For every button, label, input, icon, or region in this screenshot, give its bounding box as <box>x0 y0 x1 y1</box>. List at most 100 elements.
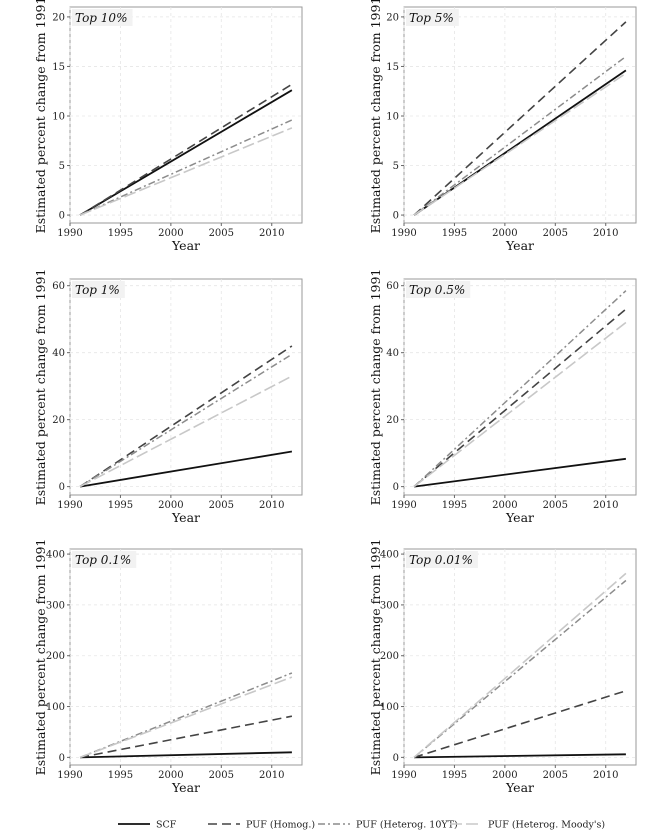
y-tick-label: 15 <box>52 62 65 73</box>
panel-title: Top 1% <box>75 283 120 297</box>
x-tick-label: 2010 <box>593 770 618 781</box>
y-tick-label: 60 <box>386 281 399 292</box>
x-tick-label: 2005 <box>543 228 568 239</box>
y-tick-label: 10 <box>52 111 65 122</box>
series-line-3 <box>413 55 627 216</box>
x-tick-label: 2005 <box>543 770 568 781</box>
y-tick-label: 200 <box>46 651 65 662</box>
x-tick-label: 2000 <box>492 770 517 781</box>
x-tick-label: 1990 <box>391 770 416 781</box>
y-axis-label: Estimated percent change from 1991 <box>33 269 48 506</box>
y-tick-label: 5 <box>59 161 65 172</box>
legend: SCF PUF (Homog.) PUF (Heterog. 10YT) PUF (H… <box>118 820 605 831</box>
x-tick-label: 1995 <box>442 228 467 239</box>
legend-label-1: SCF <box>156 820 177 831</box>
y-axis-label: Estimated percent change from 1991 <box>368 269 383 506</box>
y-tick-label: 10 <box>386 111 399 122</box>
series-line-1 <box>79 450 293 488</box>
x-tick-label: 2000 <box>158 770 183 781</box>
series-line-4 <box>79 127 293 216</box>
y-axis-label: Estimated percent change from 1991 <box>33 0 48 233</box>
chart-panel-3: 1990 1995 2000 2005 2010 0 20 40 60 Top 1% Year Est… <box>33 269 303 525</box>
x-tick-label: 2000 <box>158 228 183 239</box>
plot-frame <box>403 6 637 224</box>
x-tick-label: 1995 <box>108 500 133 511</box>
x-tick-label: 1990 <box>57 500 82 511</box>
y-axis-label: Estimated percent change from 1991 <box>368 539 383 776</box>
series-line-2 <box>413 690 627 759</box>
series-line-3 <box>79 119 293 216</box>
x-tick-label: 2005 <box>209 770 234 781</box>
y-axis-label: Estimated percent change from 1991 <box>368 0 383 233</box>
y-tick-label: 20 <box>52 12 65 23</box>
x-tick-label: 1990 <box>57 770 82 781</box>
x-axis-label: Year <box>171 238 200 253</box>
chart-panel-2: 1990 1995 2000 2005 2010 0 5 10 15 20 Top 5% Year Es… <box>368 0 637 253</box>
x-tick-label: 1995 <box>442 770 467 781</box>
y-tick-label: 0 <box>59 753 65 764</box>
panel-title-box <box>72 9 133 26</box>
y-tick-label: 100 <box>380 702 399 713</box>
y-tick-label: 20 <box>386 415 399 426</box>
x-tick-label: 2000 <box>492 228 517 239</box>
y-tick-label: 20 <box>386 12 399 23</box>
panel-title: Top 5% <box>409 11 454 25</box>
y-tick-label: 100 <box>46 702 65 713</box>
y-tick-label: 400 <box>46 550 65 561</box>
series-line-4 <box>413 572 627 759</box>
legend-label-4: PUF (Heterog. Moody's) <box>488 820 605 831</box>
panel-title: Top 0.01% <box>409 553 473 567</box>
series-line-4 <box>79 375 293 488</box>
x-tick-label: 2010 <box>259 228 284 239</box>
x-axis-label: Year <box>505 238 534 253</box>
panel-title-box <box>72 281 125 298</box>
y-axis-label: Estimated percent change from 1991 <box>33 539 48 776</box>
chart-panel-1: 1990 1995 2000 2005 2010 0 5 10 15 20 Top 10% Year E… <box>33 0 303 253</box>
x-tick-label: 1995 <box>108 770 133 781</box>
plot-frame <box>69 6 303 224</box>
y-tick-label: 5 <box>393 161 399 172</box>
y-tick-label: 60 <box>52 281 65 292</box>
panel-title-box <box>406 9 459 26</box>
panel-title-box <box>406 281 471 298</box>
x-tick-label: 2010 <box>259 770 284 781</box>
y-tick-label: 40 <box>386 348 399 359</box>
y-tick-label: 300 <box>380 600 399 611</box>
series-line-4 <box>413 321 627 488</box>
series-line-2 <box>413 21 627 216</box>
series-line-1 <box>413 457 627 488</box>
series-line-4 <box>413 72 627 216</box>
panel-title: Top 0.1% <box>75 553 131 567</box>
legend-label-3: PUF (Heterog. 10YT) <box>356 820 458 831</box>
x-tick-label: 2000 <box>492 500 517 511</box>
x-tick-label: 2010 <box>259 500 284 511</box>
y-tick-label: 40 <box>52 348 65 359</box>
series-line-2 <box>413 308 627 488</box>
panel-title-box <box>406 551 478 568</box>
x-axis-label: Year <box>505 780 534 795</box>
chart-panel-4: 1990 1995 2000 2005 2010 0 20 40 60 Top 0.5% Year E… <box>368 269 637 525</box>
y-tick-label: 300 <box>46 600 65 611</box>
x-tick-label: 2010 <box>593 228 618 239</box>
y-tick-label: 0 <box>59 211 65 222</box>
series-line-2 <box>79 715 293 759</box>
x-tick-label: 2005 <box>209 500 234 511</box>
chart-panel-6: 1990 1995 2000 2005 2010 0 100 200 300 400 Top 0.0… <box>368 539 637 795</box>
panel-title: Top 0.5% <box>409 283 465 297</box>
y-tick-label: 20 <box>52 415 65 426</box>
series-line-3 <box>79 353 293 488</box>
x-tick-label: 1990 <box>57 228 82 239</box>
x-tick-label: 2010 <box>593 500 618 511</box>
y-tick-label: 0 <box>393 211 399 222</box>
x-tick-label: 1995 <box>442 500 467 511</box>
panel-title: Top 10% <box>75 11 127 25</box>
panel-title-box <box>72 551 137 568</box>
series-line-1 <box>80 751 292 759</box>
legend-label-2: PUF (Homog.) <box>246 820 315 831</box>
x-tick-label: 2005 <box>209 228 234 239</box>
plot-frame <box>403 278 637 496</box>
plot-frame <box>69 548 303 766</box>
series-line-1 <box>79 89 293 216</box>
y-tick-label: 0 <box>393 482 399 493</box>
series-line-1 <box>414 753 626 759</box>
